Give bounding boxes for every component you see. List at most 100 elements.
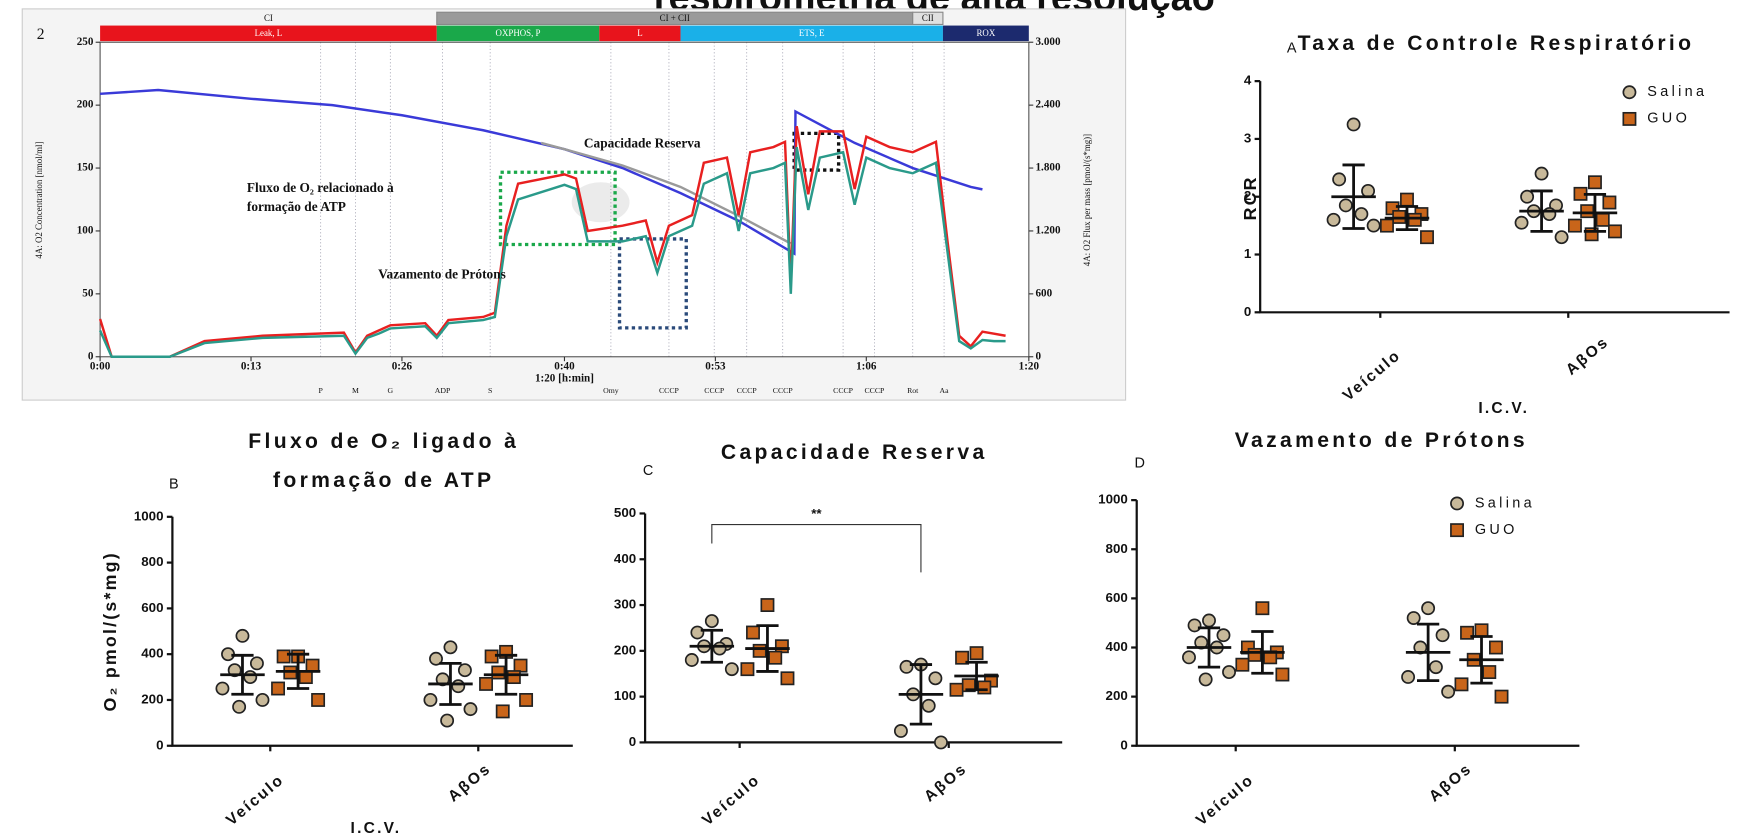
y-tick-label: 1000 (1098, 492, 1128, 507)
legend-marker (1451, 524, 1463, 536)
x-axis-label: I.C.V. (1478, 400, 1529, 417)
data-point (424, 694, 436, 706)
y2-tick-label: 0 (1036, 350, 1042, 362)
phase-label: L (637, 28, 642, 38)
data-point (452, 680, 464, 692)
data-point (444, 641, 456, 653)
data-point (769, 652, 781, 664)
data-point (514, 660, 526, 672)
panel-letter: B (169, 476, 179, 492)
data-point (497, 705, 509, 717)
data-point (278, 650, 290, 662)
annotation: Capacidade Reserva (584, 136, 701, 151)
x-tick-label: 0:26 (392, 360, 413, 372)
data-point (1347, 118, 1359, 130)
data-point (272, 682, 284, 694)
data-point (691, 626, 703, 638)
legend-marker (1623, 86, 1635, 98)
y-axis-label: O₂ pmol/(s*mg) (100, 551, 120, 711)
y-tick-label: 800 (1106, 541, 1128, 556)
data-point (1408, 612, 1420, 624)
data-point (1535, 167, 1547, 179)
x-tick-label: AβOs (1563, 333, 1613, 378)
phase-label: ROX (976, 28, 995, 38)
annotation: Fluxo de O₂ relacionado à (247, 180, 394, 195)
dot-plot: DVazamento de Prótons02004006008001000Ve… (1098, 429, 1579, 829)
chart-title: Taxa de Controle Respiratório (1298, 32, 1695, 55)
x-tick-label: AβOs (1426, 760, 1476, 805)
legend-label: GUO (1475, 522, 1518, 538)
data-point (216, 682, 228, 694)
x-tick-label: Veículo (699, 771, 764, 829)
data-point (300, 671, 312, 683)
data-point (1609, 225, 1621, 237)
chart-title: Capacidade Reserva (721, 441, 988, 464)
data-point (244, 671, 256, 683)
state-label: CI + CII (660, 13, 690, 23)
data-point (1430, 661, 1442, 673)
y-tick-label: 400 (614, 551, 636, 566)
data-point (1368, 220, 1380, 232)
event-label: CCCP (864, 386, 885, 395)
figure: respirometria de alta resolução 2CICI + … (0, 0, 1744, 838)
y-tick-label: 0 (629, 734, 636, 749)
dot-plot: ATaxa de Controle Respiratório01234Veícu… (1240, 32, 1730, 417)
data-point (1200, 673, 1212, 685)
event-label: Aa (940, 386, 950, 395)
y2-tick-label: 1.200 (1036, 224, 1061, 236)
y-tick-label: 50 (82, 287, 94, 299)
x-tick-label: AβOs (445, 760, 495, 805)
oxygraph-plot-bg (100, 42, 1029, 357)
data-point (686, 654, 698, 666)
data-point (1188, 619, 1200, 631)
data-point (1597, 214, 1609, 226)
data-point (236, 630, 248, 642)
y-tick-label: 0 (1120, 737, 1127, 752)
dot-plot: CCapacidade Reserva0100200300400500Veícu… (614, 441, 1062, 829)
y-tick-label: 1 (1244, 246, 1252, 261)
legend-label: GUO (1647, 111, 1690, 127)
y-tick-label: 100 (77, 224, 94, 236)
chart-title: Fluxo de O₂ ligado à (248, 430, 519, 453)
data-point (1495, 691, 1507, 703)
data-point (1603, 196, 1615, 208)
y-tick-label: 250 (77, 36, 94, 48)
x-tick-label: 0:13 (241, 360, 262, 372)
legend-label: Salina (1647, 84, 1707, 100)
event-label: CCCP (833, 386, 854, 395)
x-tick-label: 1:06 (856, 360, 877, 372)
phase-label: ETS, E (799, 28, 825, 38)
y2-tick-label: 600 (1036, 287, 1053, 299)
y-tick-label: 4 (1244, 73, 1252, 88)
y2-tick-label: 3.000 (1036, 36, 1061, 48)
data-point (1276, 668, 1288, 680)
event-label: CCCP (737, 386, 758, 395)
data-point (1422, 602, 1434, 614)
data-point (1355, 208, 1367, 220)
panel-letter: D (1134, 455, 1144, 471)
dot-plot: BFluxo de O₂ ligado àformação de ATP0200… (100, 430, 573, 837)
data-point (935, 736, 947, 748)
axes (645, 513, 1062, 742)
data-point (306, 660, 318, 672)
event-label: ADP (435, 386, 451, 395)
y-tick-label: 800 (141, 554, 163, 569)
x-axis-label: 1:20 [h:min] (535, 373, 594, 385)
data-point (459, 664, 471, 676)
data-point (726, 663, 738, 675)
x-tick-label: 0:40 (554, 360, 575, 372)
data-point (970, 647, 982, 659)
y-tick-label: 0 (88, 350, 94, 362)
axes (172, 517, 572, 746)
data-point (1521, 191, 1533, 203)
event-label: G (388, 386, 394, 395)
panel-number: 2 (37, 26, 45, 43)
data-point (508, 671, 520, 683)
data-point (1333, 173, 1345, 185)
event-label: Rot (907, 386, 919, 395)
event-label: CCCP (659, 386, 680, 395)
legend-marker (1623, 113, 1635, 125)
data-point (761, 599, 773, 611)
y-tick-label: 200 (614, 642, 636, 657)
data-point (251, 657, 263, 669)
